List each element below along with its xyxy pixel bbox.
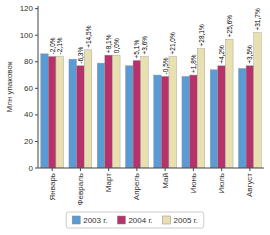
- legend-frame: [66, 212, 204, 228]
- y-tick-label: 40: [24, 110, 33, 119]
- x-tick-label: Март: [104, 173, 113, 192]
- x-tick-label: Апрель: [132, 173, 141, 200]
- annotation: +3,5%: [246, 45, 253, 64]
- bar: [161, 76, 169, 168]
- annotation: +31,7%: [254, 8, 261, 30]
- x-tick: [193, 168, 194, 171]
- x-tick-label: Июль: [217, 173, 226, 193]
- y-tick: [35, 114, 38, 115]
- annotation: +1,8%: [190, 54, 197, 73]
- y-axis-line: [38, 6, 39, 168]
- annotations: -2,0% -6,3% +8,1% +5,1% -0,5% +1,8% +4,2% +3,5%…: [49, 8, 261, 74]
- x-tick-label: Май: [161, 173, 170, 189]
- y-tick: [35, 61, 38, 62]
- annotation: +21,0%: [169, 32, 176, 54]
- legend-label: 2005 г.: [174, 216, 198, 225]
- y-tick-label: 80: [24, 57, 33, 66]
- legend-label: 2004 г.: [128, 216, 152, 225]
- legend-label: 2003 г.: [83, 216, 107, 225]
- bar: [56, 56, 64, 168]
- bar: [97, 63, 105, 168]
- y-tick-label: 60: [24, 84, 33, 93]
- bar: [48, 56, 56, 168]
- y-tick-label: 0: [29, 164, 34, 173]
- annotation: 0,0%: [113, 38, 120, 53]
- x-tick-label: Июнь: [189, 173, 198, 193]
- bars: [41, 33, 262, 168]
- bar: [238, 68, 246, 168]
- y-tick: [35, 141, 38, 142]
- y-tick-label: 120: [20, 4, 34, 13]
- x-tick: [108, 168, 109, 171]
- x-tick: [52, 168, 53, 171]
- annotation: -2,1%: [56, 37, 63, 54]
- legend: 2003 г. 2004 г. 2005 г.: [66, 212, 204, 228]
- annotation: +4,2%: [218, 45, 225, 64]
- bar: [141, 56, 149, 168]
- y-tick: [35, 35, 38, 36]
- annotation: +5,1%: [133, 40, 140, 59]
- annotation: +25,6%: [226, 15, 233, 37]
- y-tick: [35, 8, 38, 9]
- bar: [154, 75, 162, 168]
- bar: [218, 66, 226, 168]
- annotation: -6,3%: [77, 47, 84, 64]
- bar: [112, 55, 120, 168]
- x-tick-label: Январь: [48, 173, 57, 200]
- annotation: +14,5%: [85, 25, 92, 47]
- legend-swatch: [72, 216, 80, 224]
- bar: [246, 66, 254, 168]
- x-tick: [249, 168, 250, 171]
- bar: [197, 48, 205, 168]
- y-tick: [35, 168, 38, 169]
- bar: [125, 66, 133, 168]
- bar: [254, 33, 262, 168]
- chart: -2,0% -6,3% +8,1% +5,1% -0,5% +1,8% +4,2% +3,5%…: [0, 0, 270, 235]
- x-tick: [165, 168, 166, 171]
- y-tick-label: 100: [20, 31, 34, 40]
- annotation: +8,1%: [105, 34, 112, 53]
- x-tick-label: Февраль: [76, 173, 85, 206]
- x-tick: [80, 168, 81, 171]
- annotation: -2,0%: [49, 37, 56, 54]
- y-tick: [35, 88, 38, 89]
- x-axis-line: [38, 168, 264, 169]
- bar: [84, 50, 92, 168]
- bar: [225, 39, 233, 168]
- bar: [105, 55, 113, 168]
- y-axis-label: Млн упаковок: [5, 61, 14, 112]
- x-tick: [136, 168, 137, 171]
- annotation: -0,5%: [162, 57, 169, 74]
- bar: [77, 66, 85, 168]
- bar: [210, 70, 218, 168]
- bar: [182, 76, 190, 168]
- annotation: +28,1%: [198, 24, 205, 46]
- legend-swatch: [163, 216, 171, 224]
- x-tick: [221, 168, 222, 171]
- bar: [41, 54, 49, 168]
- bar: [190, 75, 198, 168]
- bar: [133, 60, 141, 168]
- annotation: +3,6%: [141, 36, 148, 55]
- bar: [169, 56, 177, 168]
- legend-swatch: [117, 216, 125, 224]
- x-tick-label: Август: [245, 173, 254, 197]
- y-tick-label: 20: [24, 137, 33, 146]
- bar: [69, 59, 77, 168]
